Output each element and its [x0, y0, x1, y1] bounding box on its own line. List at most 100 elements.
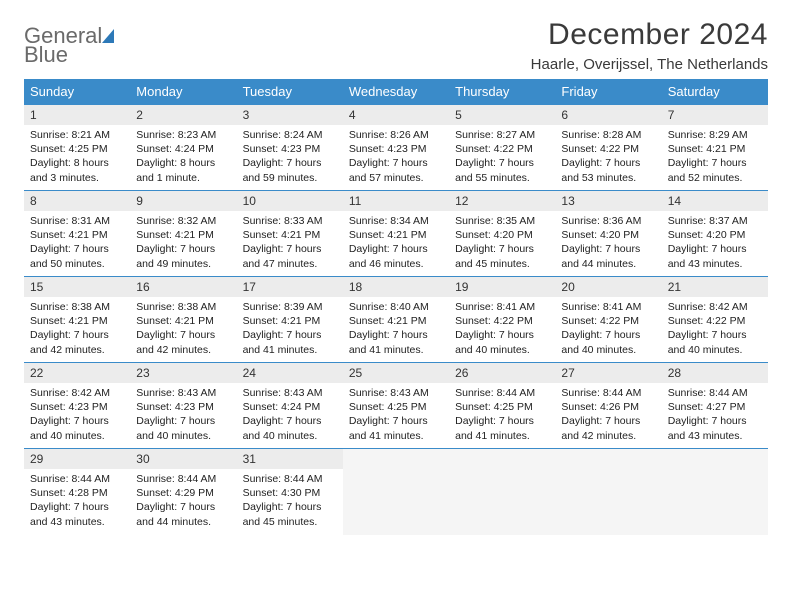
daylight-label: Daylight:	[455, 243, 499, 255]
day-number: 23	[130, 363, 236, 383]
sunrise-value: 8:28 AM	[603, 129, 642, 141]
sunrise-value: 8:32 AM	[178, 215, 217, 227]
calendar-day: 22Sunrise: 8:42 AMSunset: 4:23 PMDayligh…	[24, 363, 130, 449]
day-number: 22	[24, 363, 130, 383]
day-body: Sunrise: 8:33 AMSunset: 4:21 PMDaylight:…	[237, 211, 343, 275]
sunset-label: Sunset:	[136, 143, 175, 155]
sunset-label: Sunset:	[243, 401, 282, 413]
calendar-day: 10Sunrise: 8:33 AMSunset: 4:21 PMDayligh…	[237, 191, 343, 277]
calendar-day: 13Sunrise: 8:36 AMSunset: 4:20 PMDayligh…	[555, 191, 661, 277]
sunrise-label: Sunrise:	[30, 473, 71, 485]
sunrise-value: 8:43 AM	[178, 387, 217, 399]
daylight-label: Daylight:	[243, 157, 287, 169]
day-number: 26	[449, 363, 555, 383]
sunset-label: Sunset:	[455, 315, 494, 327]
sunset-value: 4:30 PM	[281, 487, 320, 499]
calendar-day: 7Sunrise: 8:29 AMSunset: 4:21 PMDaylight…	[662, 105, 768, 191]
sunset-value: 4:24 PM	[281, 401, 320, 413]
daylight-label: Daylight:	[455, 157, 499, 169]
daylight-label: Daylight:	[668, 157, 712, 169]
day-body: Sunrise: 8:28 AMSunset: 4:22 PMDaylight:…	[555, 125, 661, 189]
sunrise-value: 8:21 AM	[71, 129, 110, 141]
sunset-label: Sunset:	[349, 143, 388, 155]
sunrise-label: Sunrise:	[561, 387, 602, 399]
daylight-label: Daylight:	[136, 329, 180, 341]
daylight-label: Daylight:	[30, 501, 74, 513]
sunset-value: 4:22 PM	[494, 143, 533, 155]
sunset-value: 4:20 PM	[706, 229, 745, 241]
daylight-label: Daylight:	[349, 157, 393, 169]
day-number: 4	[343, 105, 449, 125]
calendar-day-empty	[449, 449, 555, 535]
day-number: 17	[237, 277, 343, 297]
sunrise-label: Sunrise:	[455, 301, 496, 313]
sunrise-value: 8:24 AM	[284, 129, 323, 141]
sunset-value: 4:20 PM	[494, 229, 533, 241]
daylight-label: Daylight:	[136, 157, 180, 169]
calendar-day: 9Sunrise: 8:32 AMSunset: 4:21 PMDaylight…	[130, 191, 236, 277]
day-body: Sunrise: 8:44 AMSunset: 4:26 PMDaylight:…	[555, 383, 661, 447]
sunset-label: Sunset:	[136, 401, 175, 413]
day-number: 1	[24, 105, 130, 125]
day-number: 13	[555, 191, 661, 211]
sunset-value: 4:21 PM	[69, 315, 108, 327]
sunrise-label: Sunrise:	[30, 301, 71, 313]
day-number: 20	[555, 277, 661, 297]
daylight-label: Daylight:	[30, 329, 74, 341]
sunrise-label: Sunrise:	[668, 301, 709, 313]
sunset-value: 4:21 PM	[175, 229, 214, 241]
calendar-day: 23Sunrise: 8:43 AMSunset: 4:23 PMDayligh…	[130, 363, 236, 449]
calendar-day: 18Sunrise: 8:40 AMSunset: 4:21 PMDayligh…	[343, 277, 449, 363]
sunset-label: Sunset:	[30, 315, 69, 327]
day-body: Sunrise: 8:32 AMSunset: 4:21 PMDaylight:…	[130, 211, 236, 275]
sunset-value: 4:22 PM	[600, 315, 639, 327]
sunrise-label: Sunrise:	[455, 215, 496, 227]
calendar-day: 17Sunrise: 8:39 AMSunset: 4:21 PMDayligh…	[237, 277, 343, 363]
sunset-label: Sunset:	[455, 401, 494, 413]
day-body: Sunrise: 8:38 AMSunset: 4:21 PMDaylight:…	[130, 297, 236, 361]
calendar-day: 2Sunrise: 8:23 AMSunset: 4:24 PMDaylight…	[130, 105, 236, 191]
sunrise-label: Sunrise:	[136, 473, 177, 485]
sunrise-label: Sunrise:	[349, 387, 390, 399]
sunrise-value: 8:26 AM	[390, 129, 429, 141]
day-number: 28	[662, 363, 768, 383]
sunset-value: 4:26 PM	[600, 401, 639, 413]
daylight-label: Daylight:	[668, 329, 712, 341]
sunset-value: 4:23 PM	[69, 401, 108, 413]
daylight-label: Daylight:	[243, 501, 287, 513]
day-number: 6	[555, 105, 661, 125]
calendar-day: 29Sunrise: 8:44 AMSunset: 4:28 PMDayligh…	[24, 449, 130, 535]
weekday-header: Monday	[130, 79, 236, 105]
sunset-label: Sunset:	[349, 229, 388, 241]
calendar-day-empty	[343, 449, 449, 535]
sunrise-label: Sunrise:	[243, 387, 284, 399]
sunrise-value: 8:44 AM	[709, 387, 748, 399]
daylight-label: Daylight:	[668, 415, 712, 427]
weekday-header: Saturday	[662, 79, 768, 105]
calendar-day: 25Sunrise: 8:43 AMSunset: 4:25 PMDayligh…	[343, 363, 449, 449]
month-title: December 2024	[531, 18, 768, 52]
sunset-value: 4:23 PM	[281, 143, 320, 155]
calendar-week: 1Sunrise: 8:21 AMSunset: 4:25 PMDaylight…	[24, 105, 768, 191]
daylight-label: Daylight:	[30, 157, 74, 169]
sunrise-value: 8:44 AM	[178, 473, 217, 485]
sunset-value: 4:22 PM	[494, 315, 533, 327]
day-number: 14	[662, 191, 768, 211]
sunrise-label: Sunrise:	[243, 215, 284, 227]
sunrise-label: Sunrise:	[30, 129, 71, 141]
weekday-header: Thursday	[449, 79, 555, 105]
daylight-label: Daylight:	[561, 157, 605, 169]
sunset-label: Sunset:	[668, 143, 707, 155]
location: Haarle, Overijssel, The Netherlands	[531, 56, 768, 73]
sunrise-label: Sunrise:	[455, 387, 496, 399]
day-number: 18	[343, 277, 449, 297]
sunrise-value: 8:39 AM	[284, 301, 323, 313]
calendar-day: 31Sunrise: 8:44 AMSunset: 4:30 PMDayligh…	[237, 449, 343, 535]
day-body: Sunrise: 8:37 AMSunset: 4:20 PMDaylight:…	[662, 211, 768, 275]
sunrise-value: 8:23 AM	[178, 129, 217, 141]
sunrise-label: Sunrise:	[561, 215, 602, 227]
sunset-label: Sunset:	[243, 315, 282, 327]
sunrise-label: Sunrise:	[243, 129, 284, 141]
weekday-header: Wednesday	[343, 79, 449, 105]
sunrise-value: 8:31 AM	[71, 215, 110, 227]
